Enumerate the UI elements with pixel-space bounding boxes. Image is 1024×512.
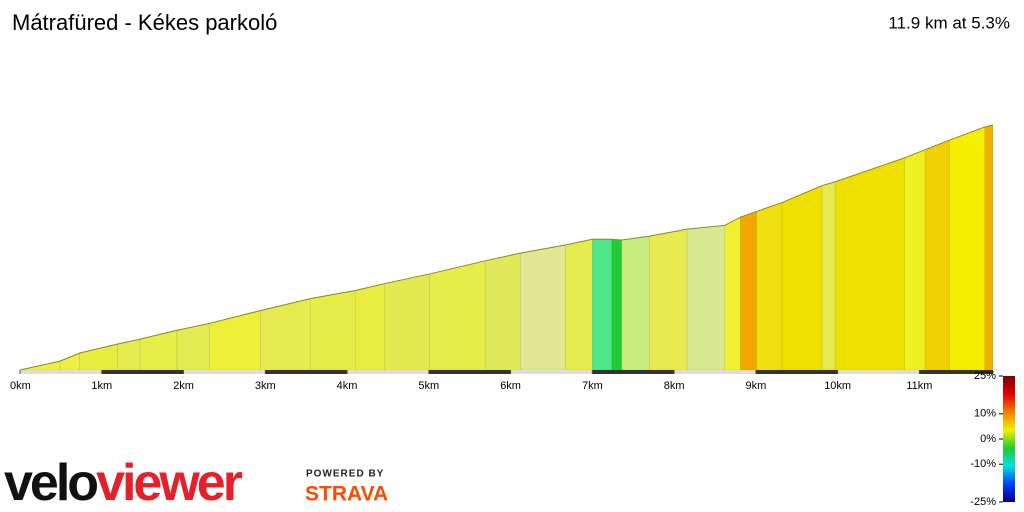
x-tick-label: 9km — [745, 380, 766, 392]
profile-segment — [781, 185, 823, 371]
km-stripe — [101, 370, 184, 374]
km-stripe — [919, 370, 993, 374]
profile-segment — [621, 235, 650, 371]
profile-segment — [924, 139, 950, 371]
km-stripe — [592, 370, 675, 374]
km-stripe — [428, 370, 511, 374]
profile-segment — [209, 310, 261, 371]
profile-segment — [740, 211, 758, 371]
colorscale-label: 25% — [974, 370, 996, 382]
profile-segment — [834, 157, 905, 371]
x-tick-label: 6km — [500, 380, 521, 392]
x-tick-label: 5km — [418, 380, 439, 392]
profile-segment — [429, 260, 486, 371]
logo-velo: velo — [4, 454, 97, 512]
x-tick-label: 2km — [173, 380, 194, 392]
profile-segment — [484, 252, 521, 371]
profile-segment — [79, 343, 118, 371]
profile-segment — [309, 290, 356, 371]
profile-segment — [384, 273, 430, 371]
profile-segment — [724, 216, 741, 371]
chart-subtitle: 11.9 km at 5.3% — [888, 13, 1010, 32]
profile-segment — [354, 283, 385, 371]
profile-segment — [59, 352, 80, 371]
powered-by: POWERED BY — [306, 469, 384, 480]
profile-segment — [649, 228, 688, 371]
colorscale-label: -25% — [970, 496, 996, 508]
profile-segment — [565, 238, 593, 371]
colorscale-label: 0% — [980, 433, 996, 445]
km-stripe — [265, 370, 348, 374]
logo-viewer: viewer — [96, 454, 243, 512]
profile-segment — [260, 298, 311, 371]
profile-segment — [139, 329, 178, 371]
colorscale-label: 10% — [974, 408, 996, 420]
profile-segment — [176, 322, 210, 371]
x-tick-label: 0km — [10, 380, 31, 392]
x-tick-label: 8km — [664, 380, 685, 392]
colorscale-label: -10% — [970, 458, 996, 470]
profile-segment — [949, 126, 986, 371]
profile-segment — [821, 181, 836, 371]
km-stripe — [755, 370, 838, 374]
profile-segment — [686, 224, 726, 371]
chart-title: Mátrafüred - Kékes parkoló — [12, 10, 277, 35]
x-tick-label: 1km — [91, 380, 112, 392]
profile-segment — [984, 124, 994, 371]
profile-segment — [520, 244, 566, 371]
colorscale-bar — [1003, 376, 1015, 502]
strava: STRAVA — [305, 483, 388, 506]
profile-segment — [756, 202, 783, 371]
logo: veloviewer — [4, 454, 243, 512]
profile-segment — [592, 238, 613, 371]
profile-segment — [904, 149, 926, 371]
x-tick-label: 7km — [582, 380, 603, 392]
x-tick-label: 11km — [906, 380, 932, 392]
x-tick-label: 3km — [255, 380, 276, 392]
x-tick-label: 10km — [824, 380, 851, 392]
profile-outline — [19, 124, 994, 371]
x-tick-label: 4km — [337, 380, 358, 392]
profile-segment — [611, 238, 623, 371]
